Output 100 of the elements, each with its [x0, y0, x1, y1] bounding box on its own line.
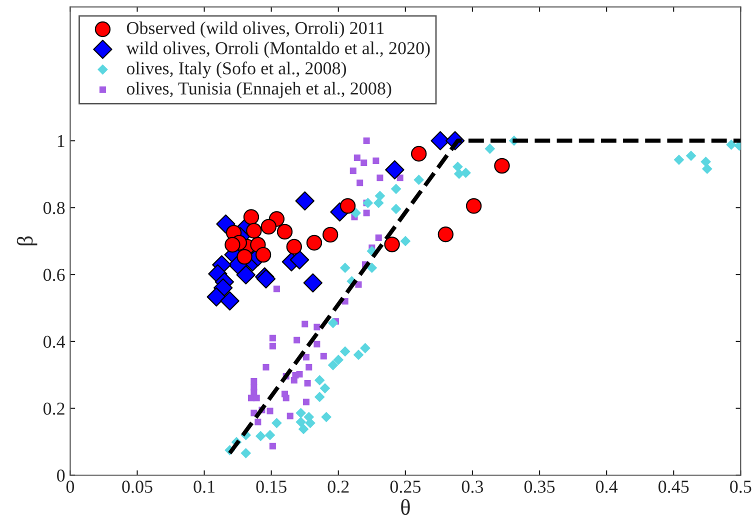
x-axis-title: θ [401, 499, 410, 515]
point [333, 354, 344, 366]
y-axis-title: β [16, 236, 38, 246]
point [390, 184, 402, 194]
point [286, 238, 302, 255]
point [700, 156, 711, 167]
x-tick-label: 0.25 [390, 480, 421, 493]
point [296, 408, 306, 418]
x-tick-label: 0.3 [462, 480, 484, 493]
point [400, 236, 411, 246]
y-tick-label: 0.8 [43, 202, 65, 214]
x-tick-label: 0.5 [730, 480, 752, 493]
point [305, 418, 316, 428]
x-tick-label: 0.45 [658, 480, 689, 493]
point [306, 364, 312, 370]
point [430, 131, 450, 150]
point [266, 408, 274, 414]
point [298, 424, 309, 434]
point [243, 209, 260, 225]
point [460, 168, 471, 178]
point [269, 334, 276, 342]
x-tick-label: 0.4 [596, 480, 618, 493]
point [674, 154, 684, 165]
point [250, 388, 258, 396]
x-tick-label: 0.2 [328, 480, 349, 493]
x-tick-label: 0 [66, 480, 74, 493]
point [350, 168, 356, 174]
legend-label: olives, Italy (Sofo et al., 2008) [126, 62, 346, 78]
point [314, 324, 320, 330]
y-tick-label: 0.2 [43, 402, 64, 415]
point [390, 204, 402, 214]
point [484, 144, 496, 154]
point [304, 380, 311, 387]
x-tick-label: 0.15 [256, 480, 286, 493]
point [320, 352, 327, 360]
point [494, 158, 510, 174]
point [224, 236, 240, 253]
point [254, 418, 262, 426]
point [366, 262, 378, 274]
point [314, 340, 320, 348]
point [321, 412, 332, 422]
point [314, 375, 325, 386]
point [250, 378, 258, 384]
point [240, 448, 252, 458]
point [260, 218, 277, 235]
point [302, 354, 310, 360]
point [269, 342, 276, 350]
point [255, 246, 272, 263]
point [353, 350, 364, 360]
point [314, 392, 325, 402]
point [340, 346, 350, 357]
point [294, 336, 300, 344]
point [296, 370, 303, 378]
point [302, 398, 310, 406]
point [340, 198, 356, 214]
x-tick-label: 0.35 [524, 480, 555, 493]
y-tick-label: 0 [57, 470, 65, 482]
point [272, 418, 282, 428]
point [384, 236, 400, 252]
point [306, 234, 322, 251]
point [282, 394, 290, 402]
point [246, 222, 262, 239]
y-tick-label: 0.4 [43, 336, 66, 348]
point [273, 286, 280, 292]
x-tick-label: 0.05 [122, 480, 152, 493]
point [290, 376, 298, 384]
point [438, 226, 454, 242]
point [328, 318, 338, 328]
point [363, 137, 370, 144]
point [354, 154, 360, 162]
point [686, 150, 696, 161]
point [255, 430, 266, 442]
point [362, 198, 374, 208]
point [220, 291, 240, 311]
point [276, 224, 293, 240]
y-tick-label: 0.6 [43, 268, 65, 282]
point [295, 191, 314, 211]
point [262, 364, 270, 370]
legend-label: olives, Tunisia (Ennajeh et al., 2008) [126, 82, 392, 98]
point [296, 416, 306, 428]
point [322, 226, 338, 243]
point [206, 287, 226, 307]
y-tick-label: 1 [58, 135, 64, 147]
point [375, 234, 382, 241]
point [269, 442, 276, 450]
legend-label: Observed (wild olives, Orroli) 2011 [126, 21, 384, 38]
point [376, 174, 384, 182]
point [363, 210, 370, 216]
point [290, 250, 310, 270]
point [360, 342, 370, 354]
point [236, 265, 256, 284]
point [414, 174, 424, 186]
point [702, 164, 712, 174]
point [360, 160, 368, 166]
point [726, 140, 736, 150]
point [320, 383, 330, 394]
point [385, 160, 404, 180]
point [303, 273, 323, 292]
point [411, 146, 427, 162]
point [372, 158, 380, 164]
